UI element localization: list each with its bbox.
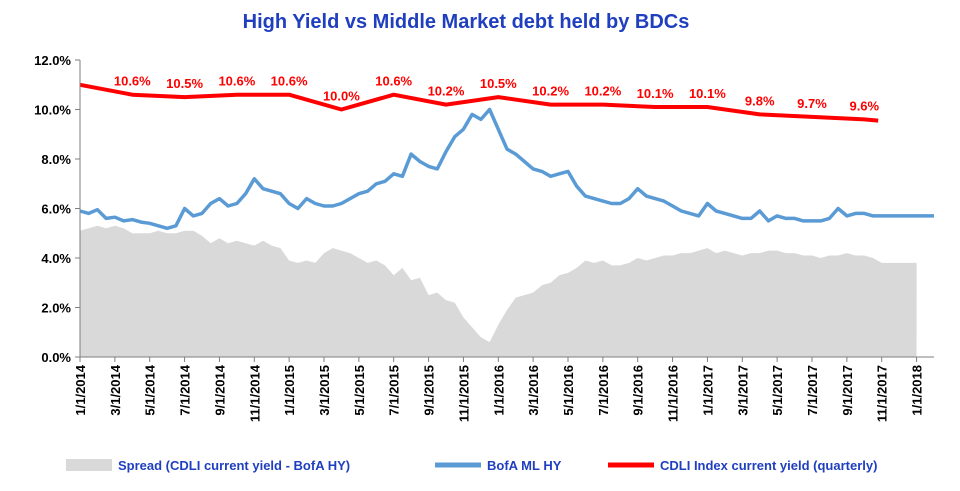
cdli-data-label: 9.8% — [745, 93, 775, 108]
x-tick-label: 11/1/2015 — [456, 365, 471, 422]
y-tick-label: 12.0% — [34, 53, 71, 68]
x-tick-label: 3/1/2014 — [108, 364, 123, 415]
x-tick-label: 11/1/2017 — [875, 365, 890, 422]
cdli-data-label: 9.7% — [797, 96, 827, 111]
cdli-data-label: 9.6% — [849, 98, 879, 113]
x-tick-label: 11/1/2014 — [247, 364, 262, 422]
plot-area: 10.6% 10.5% 10.6% 10.6% 10.0% 10.6% 10.2% 10.5%… — [34, 53, 934, 422]
y-tick-label: 2.0% — [41, 301, 71, 316]
x-tick-label: 1/1/2018 — [910, 365, 925, 416]
cdli-data-label: 10.2% — [428, 84, 465, 99]
cdli-data-label: 10.1% — [689, 86, 726, 101]
cdli-data-label: 10.6% — [271, 74, 308, 89]
x-tick-label: 9/1/2017 — [840, 365, 855, 416]
x-tick-label: 9/1/2014 — [212, 364, 227, 415]
legend: Spread (CDLI current yield - BofA HY) Bof… — [66, 458, 877, 473]
y-tick-label: 4.0% — [41, 251, 71, 266]
x-tick-label: 5/1/2014 — [143, 364, 158, 415]
cdli-data-label: 10.6% — [114, 74, 151, 89]
cdli-data-label: 10.5% — [480, 76, 517, 91]
x-tick-label: 1/1/2014 — [73, 364, 88, 415]
x-tick-label: 7/1/2017 — [805, 365, 820, 416]
cdli-data-label: 10.5% — [166, 76, 203, 91]
legend-label-hy: BofA ML HY — [487, 458, 562, 473]
y-tick-label: 6.0% — [41, 202, 71, 217]
cdli-line — [79, 82, 879, 123]
legend-swatch-spread — [66, 459, 112, 471]
cdli-data-label: 10.6% — [375, 74, 412, 89]
x-tick-label: 3/1/2015 — [317, 365, 332, 416]
x-tick-label: 7/1/2016 — [596, 365, 611, 416]
y-tick-label: 10.0% — [34, 103, 71, 118]
x-tick-label: 11/1/2016 — [666, 365, 681, 422]
x-tick-label: 1/1/2017 — [700, 365, 715, 416]
x-tick-label: 9/1/2016 — [631, 365, 646, 416]
x-tick-label: 5/1/2016 — [561, 365, 576, 416]
y-tick-label: 0.0% — [41, 350, 71, 365]
spread-area — [80, 225, 917, 357]
x-tick-label: 1/1/2016 — [491, 365, 506, 416]
hy-line — [79, 107, 934, 231]
x-tick-label: 7/1/2014 — [178, 364, 193, 415]
legend-label-cdli: CDLI Index current yield (quarterly) — [660, 458, 877, 473]
cdli-data-label: 10.0% — [323, 89, 360, 104]
x-tick-label: 7/1/2015 — [387, 365, 402, 416]
cdli-data-label: 10.6% — [218, 74, 255, 89]
cdli-data-label: 10.1% — [637, 86, 674, 101]
x-tick-label: 5/1/2017 — [770, 365, 785, 416]
x-tick-label: 1/1/2015 — [282, 365, 297, 416]
cdli-data-label: 10.2% — [532, 84, 569, 99]
x-tick-label: 9/1/2015 — [422, 365, 437, 416]
y-tick-label: 8.0% — [41, 152, 71, 167]
legend-label-spread: Spread (CDLI current yield - BofA HY) — [118, 458, 350, 473]
x-tick-label: 5/1/2015 — [352, 365, 367, 416]
x-tick-label: 3/1/2017 — [735, 365, 750, 416]
chart-title: High Yield vs Middle Market debt held by… — [243, 11, 690, 33]
cdli-data-label: 10.2% — [584, 84, 621, 99]
x-tick-label: 3/1/2016 — [526, 365, 541, 416]
